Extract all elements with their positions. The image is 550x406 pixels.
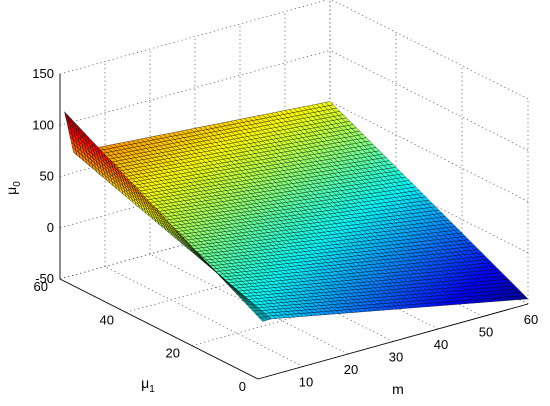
- x-axis-label: m: [392, 381, 404, 397]
- floor-grid-m: [104, 266, 304, 367]
- z-tick-label: 50: [40, 169, 54, 184]
- mu1-axis-line: [59, 278, 259, 380]
- mu1-tick-label: 0: [239, 379, 246, 394]
- side-wall-grid-z: [329, 101, 529, 202]
- back-wall-grid-z: [59, 203, 331, 280]
- side-wall-grid-z: [331, 0, 529, 100]
- z-axis-label: μ0: [3, 181, 23, 195]
- surface-layer: [64, 101, 529, 322]
- m-tick-label: 20: [344, 362, 358, 377]
- y-axis-label: μ1: [141, 375, 155, 395]
- m-tick-label: 30: [389, 350, 403, 365]
- m-tick-label: 10: [299, 375, 313, 390]
- mu1-tick-label: 20: [166, 346, 180, 361]
- floor-grid-mu1: [125, 236, 397, 313]
- mu1-tick-label: 40: [100, 312, 114, 327]
- m-tick-label: 50: [479, 325, 493, 340]
- m-tick-label: 40: [434, 337, 448, 352]
- mu1-tick-label: 60: [34, 279, 48, 294]
- z-tick-label: 0: [47, 220, 54, 235]
- z-tick-label: 150: [32, 66, 54, 81]
- back-wall-grid-z: [59, 152, 331, 229]
- floor-grid-mu1: [191, 270, 463, 347]
- m-tick-label: 60: [524, 312, 538, 327]
- z-tick-label: 100: [32, 117, 54, 132]
- side-wall-grid-z: [329, 49, 529, 151]
- back-wall-grid-z: [59, 49, 331, 126]
- floor-grid-m: [149, 253, 349, 355]
- back-wall-grid-z: [59, 0, 328, 75]
